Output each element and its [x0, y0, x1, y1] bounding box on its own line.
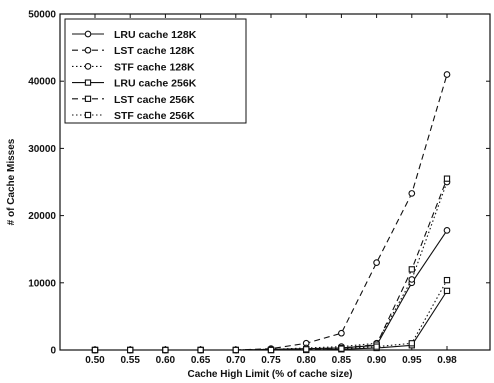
legend-swatch-marker	[84, 30, 92, 38]
legend-label: LRU cache 256K	[114, 78, 197, 90]
y-tick-label: 10000	[28, 278, 56, 289]
legend-label: STF cache 128K	[114, 61, 195, 73]
legend-label: LST cache 128K	[114, 45, 195, 57]
series-line	[95, 181, 448, 351]
data-point	[408, 266, 415, 273]
legend-label: LRU cache 128K	[114, 29, 197, 41]
data-point	[232, 346, 239, 354]
y-tick-label: 50000	[28, 10, 56, 21]
x-tick-label: 0.98	[437, 355, 457, 366]
data-point	[338, 329, 345, 337]
series-5	[91, 175, 451, 354]
data-point	[408, 190, 416, 197]
series-6	[91, 276, 451, 354]
legend-swatch-marker	[84, 111, 92, 119]
x-tick-label: 0.55	[120, 355, 140, 366]
legend: LRU cache 128K LST cache 128K STF cache 12…	[64, 18, 247, 124]
data-point	[373, 259, 380, 266]
data-point	[162, 346, 169, 354]
data-point	[408, 276, 416, 283]
series-line	[95, 290, 448, 351]
series-line	[95, 230, 448, 351]
series-line	[95, 74, 448, 351]
data-point	[267, 346, 275, 354]
data-point	[373, 343, 380, 350]
data-point	[91, 346, 99, 354]
legend-box	[64, 18, 247, 124]
y-tick-label: 0	[50, 346, 56, 357]
x-tick-label: 0.95	[402, 355, 422, 366]
data-point	[408, 340, 415, 347]
data-point	[443, 227, 451, 234]
y-tick-label: 40000	[28, 77, 56, 88]
series-lines	[91, 71, 451, 354]
legend-swatch-marker	[84, 63, 92, 70]
x-tick-label: 0.60	[156, 355, 176, 366]
data-point	[443, 71, 451, 78]
y-tick-label: 20000	[28, 211, 56, 222]
legend-swatch-marker	[84, 95, 92, 102]
series-4	[91, 287, 451, 354]
x-tick-label: 0.50	[85, 355, 105, 366]
legend-label: LST cache 256K	[114, 94, 195, 106]
data-point	[443, 175, 451, 182]
data-point	[127, 346, 134, 354]
y-axis-title: # of Cache Misses	[6, 138, 17, 225]
x-tick-label: 0.80	[296, 355, 316, 366]
x-axis-title: Cache High Limit (% of cache size)	[187, 369, 352, 380]
data-point	[338, 345, 345, 352]
data-point	[443, 287, 451, 295]
data-point	[197, 346, 204, 354]
series-line	[95, 178, 448, 351]
series-3	[91, 178, 451, 354]
x-tick-label: 0.65	[191, 355, 211, 366]
x-tick-label: 0.70	[226, 355, 246, 366]
series-1	[91, 227, 451, 354]
x-tick-label: 0.85	[332, 355, 352, 366]
data-point	[443, 276, 451, 284]
legend-label: STF cache 256K	[114, 110, 195, 122]
y-tick-label: 30000	[28, 144, 56, 155]
legend-swatch-marker	[84, 79, 92, 86]
x-tick-label: 0.90	[367, 355, 387, 366]
legend-swatch-marker	[84, 46, 92, 54]
x-tick-label: 0.75	[261, 355, 281, 366]
data-point	[303, 346, 310, 353]
